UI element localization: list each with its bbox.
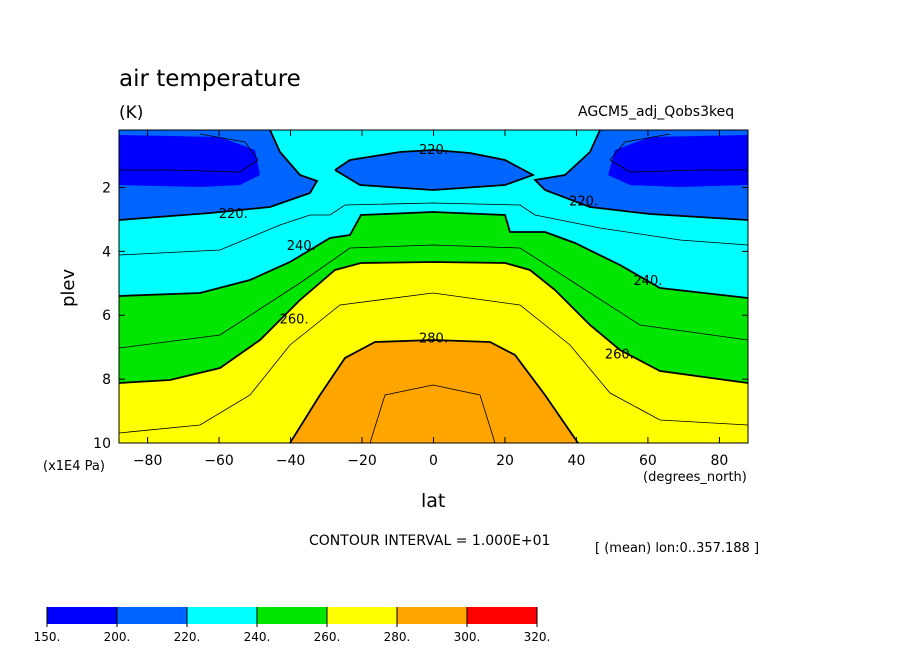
- colorbar-label: 220.: [174, 630, 201, 644]
- region-280-300: [290, 340, 578, 443]
- colorbar-label: 300.: [454, 630, 481, 644]
- x-tick-label: −60: [204, 453, 234, 469]
- colorbar-label: 150.: [34, 630, 61, 644]
- colorbar-label: 260.: [314, 630, 341, 644]
- x-tick-label: 20: [496, 453, 514, 469]
- contour-interval-note: CONTOUR INTERVAL = 1.000E+01: [309, 533, 551, 549]
- region-150-200-west: [119, 135, 260, 187]
- contour-line-bold: [334, 149, 536, 191]
- contour-label: 260.: [280, 312, 309, 327]
- contour-label: 280.: [419, 332, 448, 347]
- contour-line: [118, 202, 749, 256]
- mean-note: [ (mean) lon:0..357.188 ]: [595, 541, 760, 556]
- colorbar-label: 320.: [524, 630, 551, 644]
- colorbar-label: 240.: [244, 630, 271, 644]
- contour-line: [118, 292, 749, 434]
- contour-line: [119, 133, 259, 173]
- y-tick-label: 4: [102, 244, 111, 260]
- contour-line: [369, 384, 496, 444]
- colorbar-swatch: [117, 607, 187, 624]
- x-axis-units: (degrees_north): [643, 470, 747, 485]
- x-tick-label: 40: [568, 453, 586, 469]
- contour-line-bold: [533, 129, 749, 221]
- contour-label: 220.: [419, 143, 448, 158]
- y-tick-label: 2: [102, 180, 111, 196]
- contour-line: [609, 133, 748, 173]
- colorbar-label: 280.: [384, 630, 411, 644]
- colorbar-swatch: [467, 607, 537, 624]
- dataset-label: AGCM5_adj_Qobs3keq: [578, 104, 735, 120]
- y-tick-label: 8: [102, 372, 111, 388]
- contour-label: 260.: [605, 348, 634, 363]
- x-tick-label: 0: [429, 453, 438, 469]
- chart-units: (K): [119, 103, 144, 123]
- colorbar-swatch: [187, 607, 257, 624]
- colorbar-swatch: [397, 607, 467, 624]
- x-tick-label: −80: [133, 453, 163, 469]
- contour-line-bold: [289, 339, 579, 444]
- colorbar-label: 200.: [104, 630, 131, 644]
- contour-label: 220.: [569, 194, 598, 209]
- x-tick-label: −20: [347, 453, 377, 469]
- contour-label: 220.: [219, 207, 248, 222]
- colorbar-swatch: [47, 607, 117, 624]
- y-axis-label: plev: [58, 268, 79, 307]
- x-tick-label: −40: [276, 453, 306, 469]
- contour-line-bold: [118, 261, 749, 384]
- chart-title: air temperature: [119, 66, 301, 92]
- x-tick-label: 60: [639, 453, 657, 469]
- y-axis-units: (x1E4 Pa): [43, 459, 105, 474]
- x-axis-label: lat: [421, 490, 446, 512]
- contour-line: [118, 244, 749, 349]
- contour-line-bold: [118, 211, 749, 299]
- colorbar-swatch: [257, 607, 327, 624]
- y-tick-label: 10: [93, 436, 111, 452]
- region-200-220-center: [335, 150, 533, 190]
- contour-line-bold: [118, 129, 319, 221]
- contour-label: 240.: [287, 239, 316, 254]
- colorbar-swatch: [327, 607, 397, 624]
- x-tick-label: 80: [710, 453, 728, 469]
- contour-label: 240.: [633, 274, 662, 289]
- y-tick-label: 6: [102, 308, 111, 324]
- region-150-200-east: [608, 135, 748, 187]
